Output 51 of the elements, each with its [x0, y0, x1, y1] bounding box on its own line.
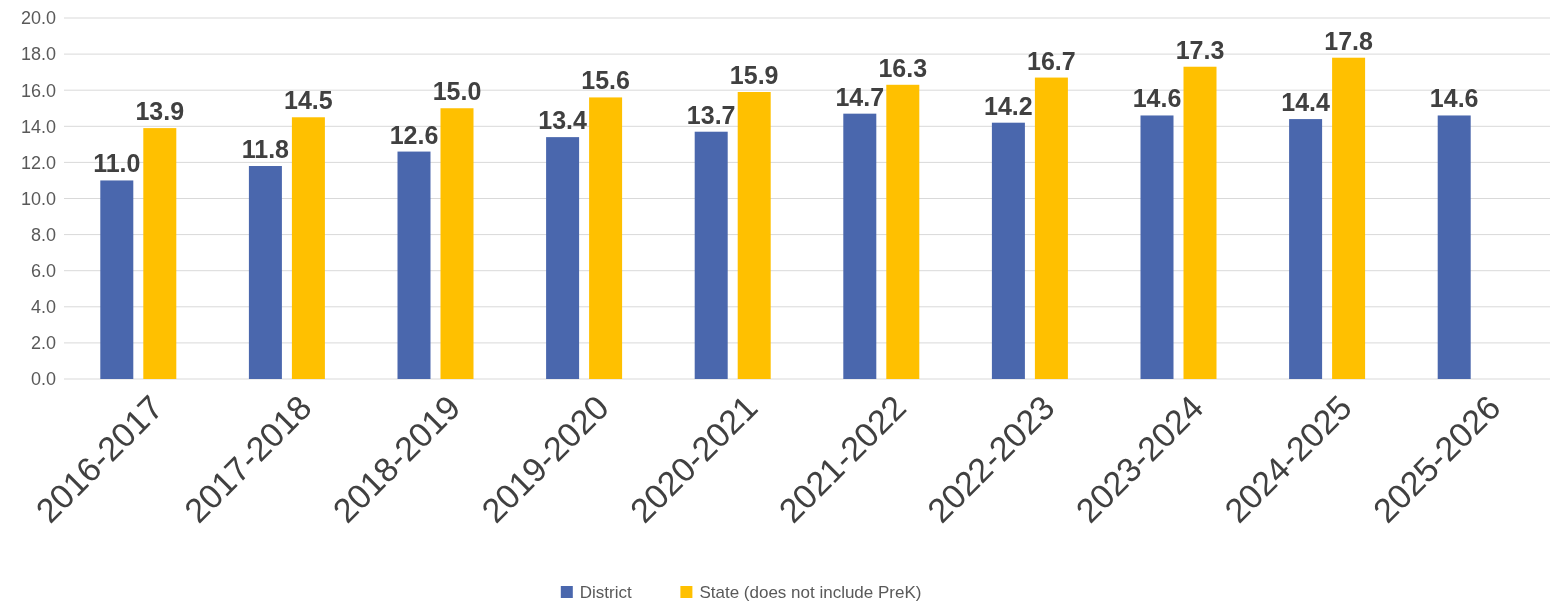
- data-label: 14.2: [984, 91, 1033, 120]
- bar: [843, 113, 877, 379]
- data-label: 11.0: [93, 149, 141, 178]
- y-tick-label: 18.0: [20, 44, 56, 65]
- data-label: 16.7: [1027, 46, 1076, 75]
- legend-label: State (does not include PreK): [699, 582, 922, 602]
- bar: [1034, 77, 1068, 379]
- data-label: 12.6: [389, 120, 439, 149]
- y-tick-label: 0.0: [30, 369, 56, 390]
- bar: [991, 122, 1025, 379]
- data-label: 15.0: [432, 77, 482, 106]
- bar: [143, 128, 177, 379]
- bar: [1437, 115, 1471, 379]
- data-label: 14.5: [284, 86, 333, 115]
- bar: [546, 137, 580, 379]
- bar: [1332, 57, 1366, 379]
- bar: [737, 92, 771, 379]
- bar: [886, 84, 920, 379]
- bar: [694, 131, 728, 379]
- data-label: 17.8: [1324, 26, 1374, 55]
- bar: [248, 166, 282, 379]
- y-tick-label: 4.0: [30, 297, 56, 318]
- bar: [397, 151, 431, 379]
- bar: [100, 180, 134, 379]
- data-label: 14.7: [835, 82, 885, 111]
- bar: [589, 97, 623, 379]
- y-tick-label: 2.0: [30, 333, 56, 354]
- bar: [291, 117, 325, 379]
- y-tick-label: 20.0: [20, 8, 56, 29]
- data-label: 17.3: [1175, 35, 1225, 64]
- y-tick-label: 8.0: [30, 224, 56, 245]
- bar: [1140, 115, 1174, 379]
- y-tick-label: 6.0: [30, 261, 56, 281]
- data-label: 13.9: [135, 97, 185, 126]
- bar: [1289, 119, 1323, 379]
- y-tick-label: 10.0: [20, 188, 56, 209]
- data-label: 15.6: [581, 66, 630, 95]
- legend-label: District: [579, 582, 633, 602]
- y-tick-label: 12.0: [20, 152, 56, 173]
- data-label: 14.4: [1281, 88, 1331, 117]
- data-label: 13.4: [538, 106, 588, 135]
- data-label: 16.3: [878, 53, 928, 82]
- data-label: 14.6: [1429, 84, 1479, 113]
- bar: [440, 108, 474, 379]
- data-label: 11.8: [241, 135, 290, 164]
- y-tick-label: 14.0: [20, 116, 56, 137]
- data-label: 14.6: [1132, 84, 1182, 113]
- bar: [1183, 66, 1217, 379]
- data-label: 15.9: [729, 61, 779, 89]
- y-tick-label: 16.0: [20, 80, 56, 101]
- data-label: 13.7: [686, 100, 736, 129]
